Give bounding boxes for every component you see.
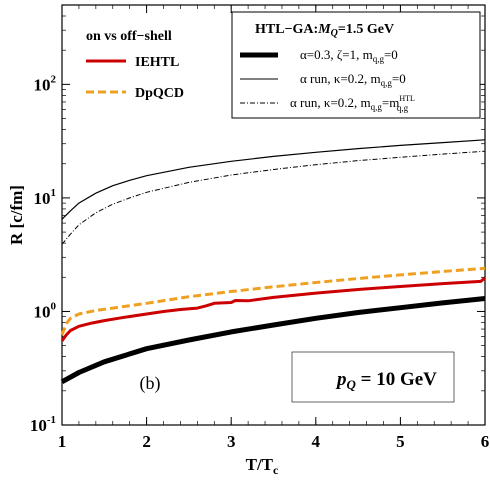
pq-sub: Q — [347, 377, 357, 392]
series-line-3 — [61, 139, 486, 220]
plot-frame — [61, 4, 486, 426]
legend-right-title-mq-sub: Q — [331, 28, 338, 39]
x-tick-label: 6 — [481, 432, 490, 451]
x-tick-label: 5 — [396, 432, 405, 451]
x-tick-label: 3 — [227, 432, 236, 451]
y-tick-label: 101 — [34, 187, 57, 208]
legend-label-alpha-run: α run, κ=0.2, mq,g=0 — [300, 71, 406, 88]
series-line-0 — [60, 276, 486, 342]
legend-label-alpha-run-htl-sub2: q,g — [397, 103, 409, 113]
legend-right-title-mq: M — [317, 22, 331, 37]
pq-value: = 10 GeV — [356, 369, 437, 390]
legend-left: on vs off−shell IEHTL DpQCD — [86, 29, 184, 101]
x-axis-label-main: T/T — [246, 455, 274, 474]
legend-right-title: HTL−GA:MQ=1.5 GeV — [255, 22, 394, 39]
legend-label-alpha-fixed-sub: q,g — [373, 54, 385, 64]
legend-label-alpha-run-htl-a: α run, κ=0.2, m — [290, 95, 371, 110]
legend-right-title-value: =1.5 GeV — [338, 22, 394, 37]
pq-box — [291, 351, 455, 403]
pq-p: p — [335, 369, 347, 390]
panel-label: (b) — [140, 373, 161, 394]
legend-label-iehtl: IEHTL — [135, 55, 179, 70]
legend-label-alpha-fixed-a: α=0.3, ζ=1, m — [300, 47, 373, 62]
series-line-2 — [60, 296, 486, 384]
x-axis-label: T/Tc — [246, 455, 279, 477]
legend-right: HTL−GA:MQ=1.5 GeV α=0.3, ζ=1, mq,g=0 α r… — [231, 11, 481, 119]
legend-label-alpha-run-b: =0 — [392, 71, 406, 86]
legend-label-alpha-run-htl: α run, κ=0.2, mq,g=mHTL q,g — [290, 94, 415, 113]
legend-left-title: on vs off−shell — [86, 29, 172, 44]
legend-label-alpha-run-htl-sup: HTL — [399, 94, 415, 103]
legend-label-alpha-fixed: α=0.3, ζ=1, mq,g=0 — [300, 47, 398, 64]
y-tick-label: 100 — [34, 300, 57, 321]
x-tick-label: 2 — [142, 432, 151, 451]
legend-label-alpha-run-htl-b: =m — [382, 95, 399, 110]
legend-label-alpha-run-htl-sub: q,g — [371, 102, 383, 112]
x-tick-label: 4 — [312, 432, 321, 451]
legend-label-alpha-run-a: α run, κ=0.2, m — [300, 71, 381, 86]
x-tick-label: 1 — [58, 432, 67, 451]
legend-label-alpha-run-sub: q,g — [381, 78, 393, 88]
y-tick-label: 10-1 — [30, 414, 56, 435]
pq-annotation: pQ = 10 GeV — [335, 369, 437, 392]
y-axis-label: R [c/fm] — [7, 185, 26, 245]
x-axis-label-sub: c — [273, 463, 279, 477]
y-tick-label: 102 — [34, 73, 57, 94]
series-line-4 — [61, 150, 486, 245]
series-layer — [60, 139, 486, 384]
series-line-1 — [60, 266, 486, 336]
legend-label-dpqcd: DpQCD — [135, 86, 184, 101]
legend-right-title-a: HTL−GA: — [255, 22, 318, 37]
legend-right-box — [231, 11, 481, 119]
legend-label-alpha-fixed-b: =0 — [384, 47, 398, 62]
